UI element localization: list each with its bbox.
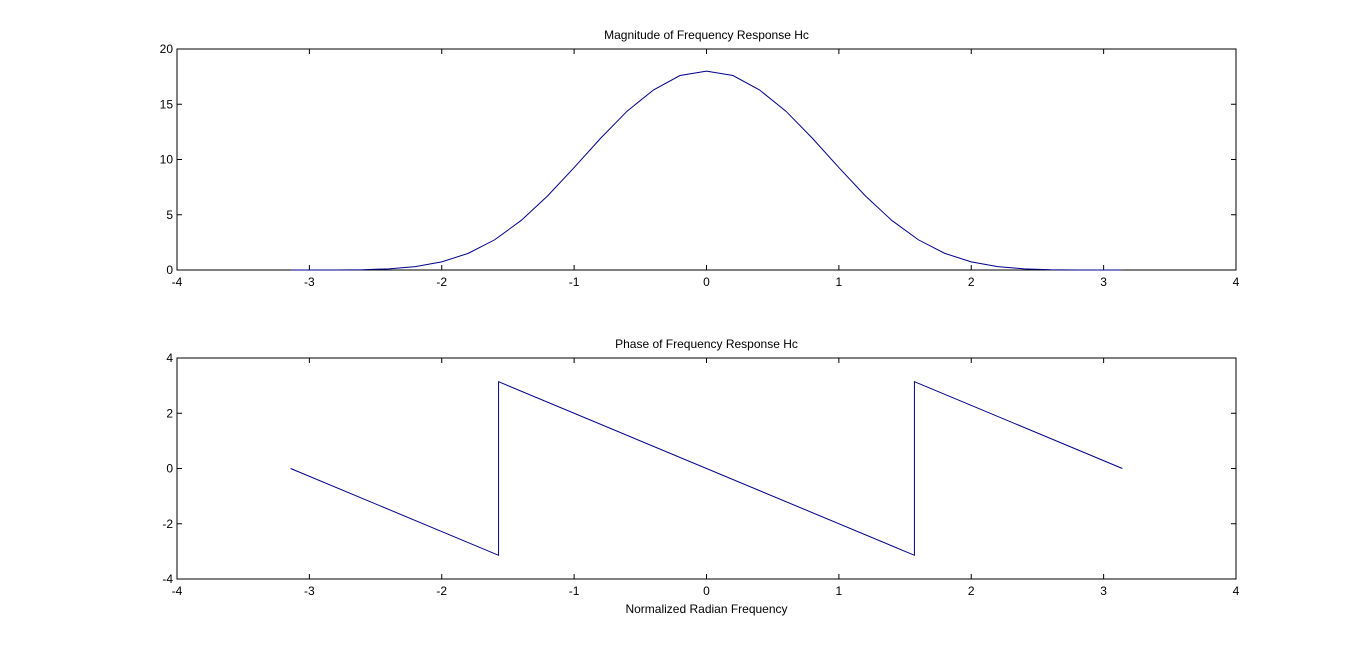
y-tick-label: -4 — [162, 572, 173, 586]
x-tick-label: -2 — [436, 584, 447, 598]
magnitude-plot-title: Magnitude of Frequency Response Hc — [604, 28, 809, 42]
y-tick-label: 2 — [166, 406, 173, 420]
x-tick-label: 1 — [836, 275, 843, 289]
phase-plot-title: Phase of Frequency Response Hc — [615, 337, 798, 351]
x-tick-label: 0 — [703, 275, 710, 289]
phase-plot-ticks: -4 -3 -2 -1 0 1 2 3 4 -4 -2 0 2 4 — [162, 351, 1239, 598]
magnitude-series-line — [290, 70, 1123, 271]
y-tick-label: 0 — [166, 462, 173, 476]
x-tick-label: -4 — [172, 584, 183, 598]
y-tick-label: 5 — [166, 208, 173, 222]
x-tick-label: 0 — [703, 584, 710, 598]
y-tick-label: 15 — [160, 97, 174, 111]
x-tick-label: -1 — [569, 584, 580, 598]
phase-plot-xlabel: Normalized Radian Frequency — [625, 602, 787, 616]
magnitude-plot: Magnitude of Frequency Response Hc -4 -3-… — [160, 28, 1240, 289]
magnitude-plot-ticks: -4 -3 -2 -1 0 1 2 3 4 0 5 10 15 20 — [160, 42, 1240, 289]
x-tick-label: -2 — [436, 275, 447, 289]
y-tick-label: 20 — [160, 42, 174, 56]
x-tick-label: 2 — [968, 275, 975, 289]
x-tick-label: -1 — [569, 275, 580, 289]
y-tick-label: 4 — [166, 351, 173, 365]
y-tick-label: 10 — [160, 153, 174, 167]
x-tick-label: -4 — [172, 275, 183, 289]
x-tick-label: 1 — [836, 584, 843, 598]
x-tick-label: 3 — [1100, 584, 1107, 598]
phase-plot: Phase of Frequency Response Hc -4 -3 -2 -1 0… — [162, 337, 1239, 616]
x-tick-label: -3 — [304, 275, 315, 289]
x-tick-label: 4 — [1233, 275, 1240, 289]
x-tick-label: 4 — [1233, 584, 1240, 598]
x-tick-label: 2 — [968, 584, 975, 598]
x-tick-label: 3 — [1100, 275, 1107, 289]
y-tick-label: 0 — [166, 263, 173, 277]
phase-series-line — [290, 380, 1123, 557]
x-tick-label: -3 — [304, 584, 315, 598]
y-tick-label: -2 — [162, 517, 173, 531]
